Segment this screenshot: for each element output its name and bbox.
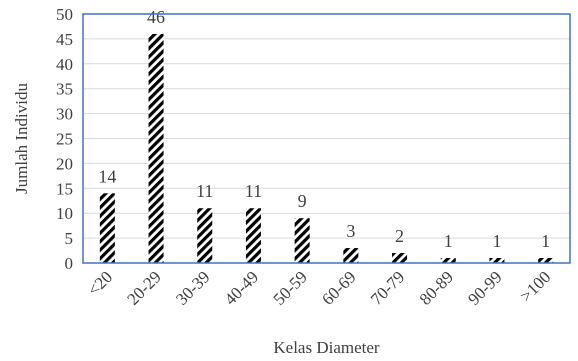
y-axis-ticks: 0 5 10 15 20 25 30 35 40 45 50 — [56, 5, 73, 273]
bar — [197, 208, 213, 263]
data-label: 2 — [395, 226, 404, 246]
plot-area-border — [82, 13, 571, 264]
bar — [148, 33, 164, 263]
data-label: 46 — [147, 7, 165, 27]
data-label: 9 — [298, 191, 307, 211]
x-tick-label: 70-79 — [367, 267, 408, 308]
data-label: 11 — [196, 181, 213, 201]
data-label: 1 — [541, 231, 550, 251]
data-label: 1 — [492, 231, 501, 251]
data-label: 3 — [346, 221, 355, 241]
bar — [343, 248, 359, 263]
y-tick-label: 5 — [65, 229, 74, 248]
x-tick-label: 40-49 — [221, 267, 262, 308]
x-tick-label: 90-99 — [464, 267, 505, 308]
bars — [99, 33, 554, 263]
y-tick-label: 40 — [56, 55, 73, 74]
x-axis-title: Kelas Diameter — [273, 338, 380, 357]
y-tick-label: 30 — [56, 105, 73, 124]
y-tick-label: 10 — [56, 204, 73, 223]
x-tick-label: 60-69 — [318, 267, 359, 308]
bar — [489, 258, 505, 263]
y-axis-title: Jumlah Individu — [12, 83, 31, 194]
x-tick-label: >100 — [516, 267, 554, 305]
data-label: 11 — [245, 181, 262, 201]
bar — [294, 218, 310, 263]
bar — [440, 258, 456, 263]
y-tick-label: 20 — [56, 154, 73, 173]
y-tick-label: 50 — [56, 5, 73, 24]
data-label: 14 — [98, 166, 116, 186]
x-tick-label: 80-89 — [416, 267, 457, 308]
x-tick-label: 50-59 — [269, 267, 310, 308]
y-tick-label: 0 — [65, 254, 74, 273]
y-tick-label: 35 — [56, 80, 73, 99]
bar — [245, 208, 261, 263]
gridlines — [83, 38, 570, 239]
x-tick-label: 20-29 — [123, 267, 164, 308]
y-tick-label: 15 — [56, 179, 73, 198]
bar — [538, 258, 554, 263]
x-tick-label: 30-39 — [172, 267, 213, 308]
x-tick-label: <20 — [84, 267, 116, 299]
x-axis-ticks: <20 20-29 30-39 40-49 50-59 60-69 70-79 80-89 90… — [84, 267, 555, 308]
bar — [99, 193, 115, 263]
y-tick-label: 25 — [56, 130, 73, 149]
y-tick-label: 45 — [56, 30, 73, 49]
bar — [392, 253, 408, 263]
data-label: 1 — [444, 231, 453, 251]
